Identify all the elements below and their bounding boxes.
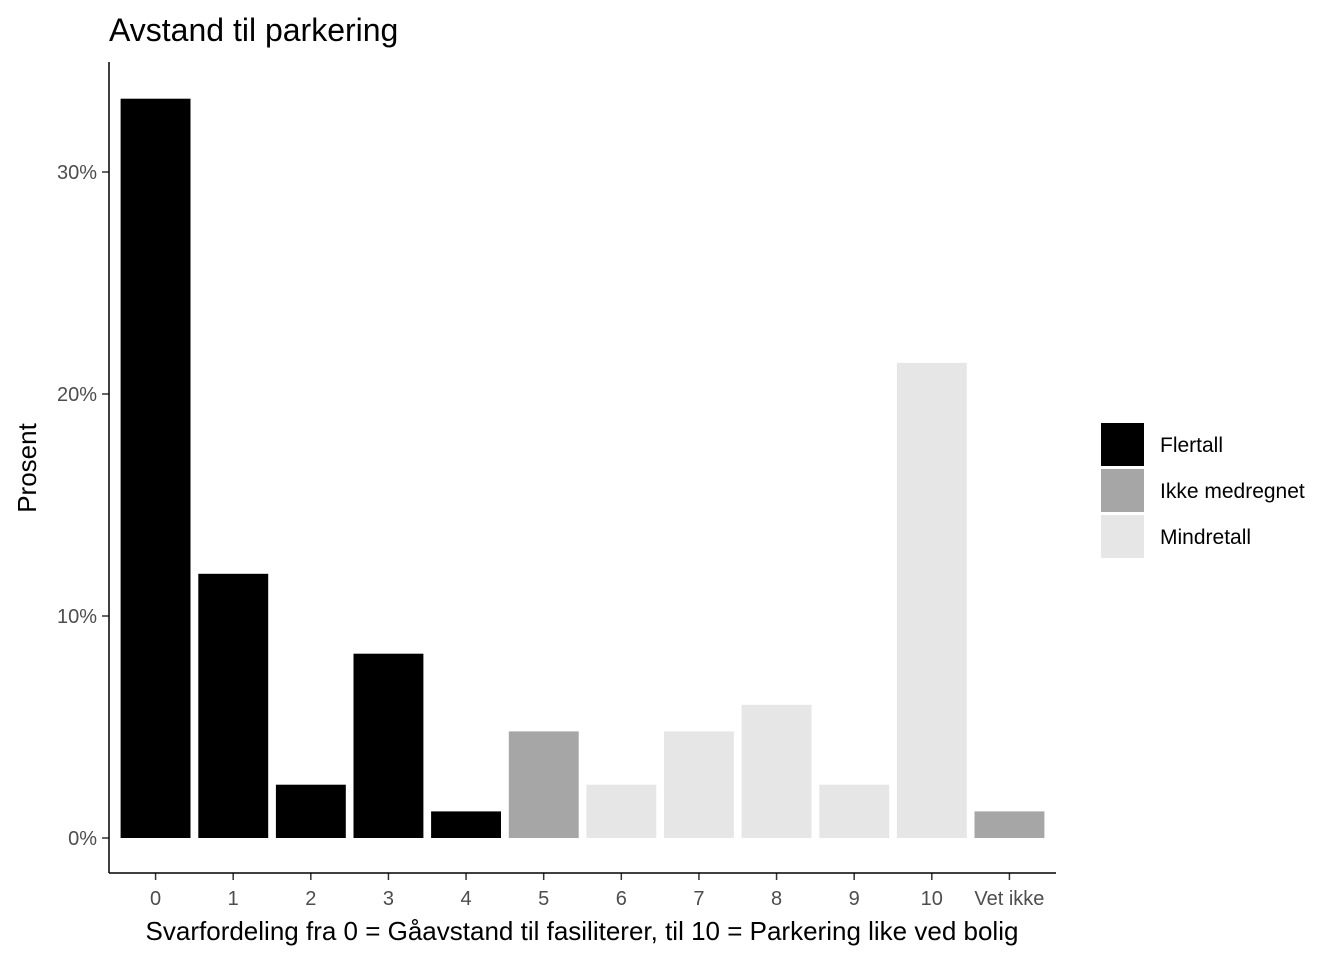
legend-label: Flertall	[1160, 434, 1223, 457]
bar-3	[353, 653, 424, 838]
y-tick-label: 10%	[57, 606, 97, 628]
chart-title: Avstand til parkering	[109, 12, 398, 48]
x-tick-label: 10	[921, 888, 943, 910]
x-tick-label: 6	[616, 888, 627, 910]
y-tick-label: 20%	[57, 384, 97, 406]
x-tick-label: 1	[228, 888, 239, 910]
bar-1	[198, 573, 269, 838]
legend-label: Mindretall	[1160, 526, 1251, 549]
bar-5	[508, 731, 579, 838]
x-tick-label: 8	[771, 888, 782, 910]
bar-8	[741, 704, 812, 838]
x-axis-label: Svarfordeling fra 0 = Gåavstand til fasi…	[146, 916, 1019, 946]
x-tick-label: 0	[150, 888, 161, 910]
y-axis-ticks: 0% 10% 20% 30%	[57, 162, 109, 850]
x-tick-label: 2	[305, 888, 316, 910]
x-axis-ticks: 0 1 2 3 4 5 6 7 8 9 10 Vet ikke	[150, 873, 1044, 910]
y-tick-label: 0%	[68, 828, 97, 850]
legend-key-mindretall	[1101, 515, 1144, 558]
x-tick-label: 9	[849, 888, 860, 910]
bar-6	[586, 784, 657, 838]
x-tick-label: 5	[538, 888, 549, 910]
bar-10	[896, 362, 967, 838]
x-tick-label: 7	[693, 888, 704, 910]
bar-vet-ikke	[974, 811, 1045, 838]
legend-label: Ikke medregnet	[1160, 480, 1305, 503]
bar-2	[275, 784, 346, 838]
bar-7	[664, 731, 734, 838]
bars-group	[120, 98, 1045, 838]
bar-4	[431, 811, 501, 838]
bar-0	[120, 98, 191, 838]
legend-key-flertall	[1101, 423, 1144, 466]
bar-9	[819, 784, 890, 838]
legend: Flertall Ikke medregnet Mindretall	[1101, 423, 1305, 558]
legend-key-ikke-medregnet	[1101, 469, 1144, 512]
y-axis-label: Prosent	[12, 422, 42, 512]
y-tick-label: 30%	[57, 162, 97, 184]
x-tick-label: 3	[383, 888, 394, 910]
x-tick-label: 4	[461, 888, 472, 910]
x-tick-label: Vet ikke	[974, 888, 1044, 910]
